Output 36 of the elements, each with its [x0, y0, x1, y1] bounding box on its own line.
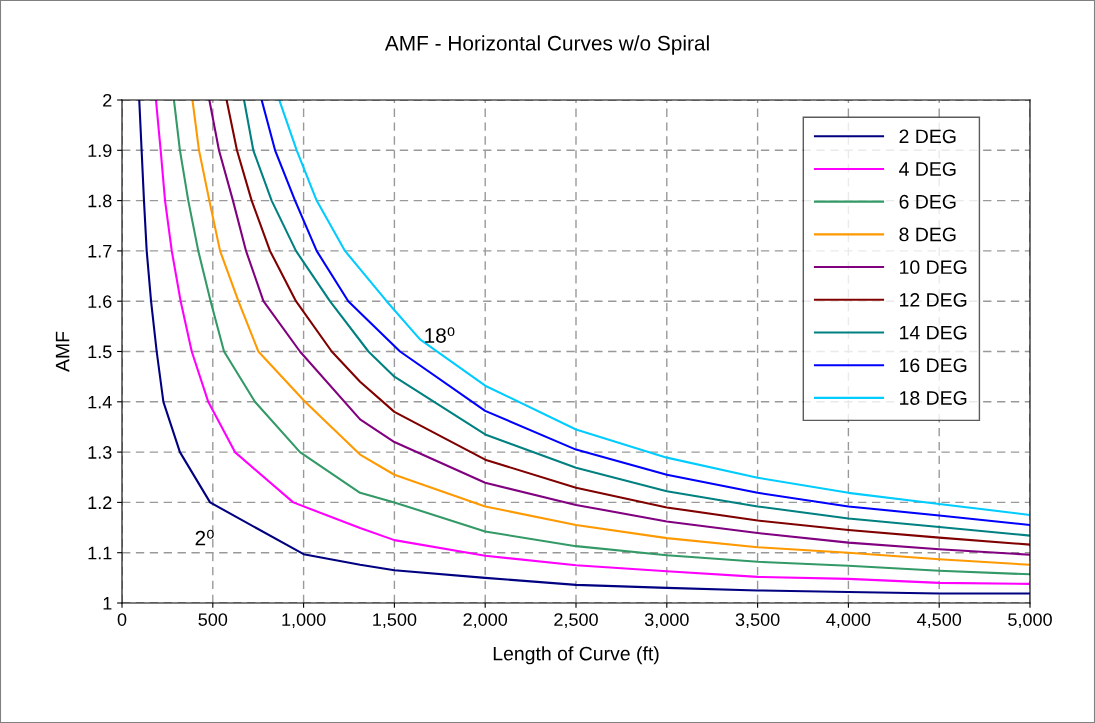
legend-label: 14 DEG: [900, 325, 967, 340]
y-tick-label: 1.3: [88, 446, 112, 459]
x-tick-label: 5,000: [1008, 613, 1052, 629]
y-tick-label: 1.6: [88, 295, 112, 308]
y-tick-label: 1.7: [88, 245, 112, 258]
x-tick-label: 3,500: [735, 613, 780, 629]
y-tick-label: 1.2: [88, 496, 112, 509]
x-tick-label: 2,500: [554, 613, 598, 629]
legend-label: 2 DEG: [899, 129, 956, 144]
legend-label: 18 DEG: [900, 391, 967, 405]
x-tick-label: 2,000: [463, 613, 508, 629]
y-tick-label: 2: [103, 93, 112, 107]
y-tick-label: 1: [103, 597, 112, 610]
x-axis-title: Length of Curve (ft): [493, 646, 659, 665]
chart-title: AMF - Horizontal Curves w/o Spiral: [384, 35, 709, 55]
legend-label: 8 DEG: [899, 227, 956, 242]
y-tick-label: 1.9: [88, 144, 112, 158]
y-tick-label: 1.1: [88, 546, 112, 560]
legend-label: 6 DEG: [899, 194, 956, 209]
annotation: 2⁰: [195, 529, 214, 546]
legend-label: 12 DEG: [900, 292, 967, 307]
annotation: 18⁰: [425, 327, 455, 343]
x-tick-label: 1,500: [373, 613, 417, 629]
y-axis-title: AMF: [55, 331, 70, 372]
legend-label: 10 DEG: [900, 260, 967, 275]
x-tick-label: 4,000: [826, 613, 871, 629]
x-tick-label: 4,500: [917, 613, 962, 629]
y-tick-label: 1.8: [88, 194, 112, 208]
legend-label: 4 DEG: [899, 162, 956, 176]
y-tick-label: 1.5: [88, 345, 112, 359]
legend-label: 16 DEG: [900, 358, 967, 373]
x-tick-label: 0: [117, 613, 127, 626]
x-tick-label: 3,000: [644, 613, 689, 629]
y-tick-label: 1.4: [88, 395, 112, 409]
x-tick-label: 1,000: [282, 613, 326, 629]
x-tick-label: 500: [198, 613, 228, 626]
